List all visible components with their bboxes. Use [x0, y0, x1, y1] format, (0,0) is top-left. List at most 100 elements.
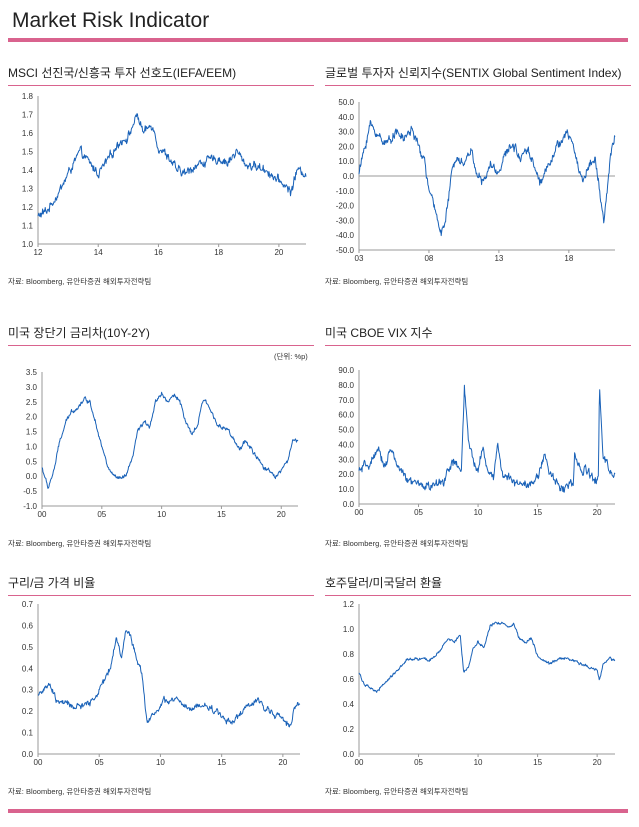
y-tick-label: 1.8 — [22, 92, 34, 101]
x-tick-label: 03 — [355, 254, 364, 263]
source-note: 자료: Bloomberg, 유안타증권 해외투자전략팀 — [8, 539, 152, 548]
x-tick-label: 15 — [217, 758, 226, 767]
y-tick-label: 10.0 — [338, 157, 354, 166]
line-chart: 0.7 0.6 0.5 0.4 0.3 0.2 0.1 0.000 05 10 15 20 — [22, 600, 301, 767]
chart-title: MSCI 선진국/신흥국 투자 선호도(IEFA/EEM) — [8, 66, 237, 80]
y-tick-label: 0.2 — [22, 707, 34, 716]
x-tick-label: 12 — [34, 248, 43, 257]
y-tick-label: 0.5 — [26, 457, 38, 466]
y-tick-label: 0.4 — [22, 664, 34, 673]
title-divider — [8, 38, 628, 42]
source-note: 자료: Bloomberg, 유안타증권 해외투자전략팀 — [325, 277, 469, 286]
y-tick-label: 0.8 — [343, 650, 355, 659]
x-tick-label: 05 — [414, 758, 423, 767]
chart-panel-sentix: 글로벌 투자자 신뢰지수(SENTIX Global Sentiment Ind… — [325, 64, 631, 294]
y-tick-label: 3.0 — [26, 383, 38, 392]
source-note: 자료: Bloomberg, 유안타증권 해외투자전략팀 — [325, 787, 469, 796]
footer-divider — [8, 809, 628, 813]
y-tick-label: 1.0 — [343, 625, 355, 634]
y-tick-label: 1.1 — [22, 222, 34, 231]
y-tick-label: 3.5 — [26, 368, 38, 377]
panel-divider — [8, 345, 314, 346]
x-tick-label: 20 — [278, 758, 287, 767]
y-tick-label: 1.0 — [26, 442, 38, 451]
line-chart: 3.5 3.0 2.5 2.0 1.5 1.0 0.5 0.0 -0.5 -1.000 05 10 15… — [23, 368, 299, 519]
chart-title: 호주달러/미국달러 환율 — [325, 576, 443, 590]
y-tick-label: 20.0 — [338, 470, 354, 479]
x-tick-label: 00 — [34, 758, 43, 767]
source-note: 자료: Bloomberg, 유안타증권 해외투자전략팀 — [8, 277, 152, 286]
chart-panel-coppergold: 구리/금 가격 비율 0.7 0.6 0.5 0.4 0.3 0.2 0.1 0.0 00 05 1… — [8, 574, 314, 804]
x-tick-label: 00 — [355, 758, 364, 767]
panel-divider — [8, 595, 314, 596]
y-tick-label: 0.7 — [22, 600, 34, 609]
x-tick-label: 20 — [593, 758, 602, 767]
y-tick-label: 0.0 — [343, 500, 355, 509]
x-tick-label: 20 — [277, 510, 286, 519]
series-line — [358, 120, 616, 237]
x-tick-label: 08 — [424, 254, 433, 263]
x-tick-label: 00 — [38, 510, 47, 519]
panel-divider — [325, 345, 631, 346]
y-tick-label: 1.4 — [22, 166, 34, 175]
y-tick-label: -10.0 — [336, 187, 355, 196]
y-tick-label: 1.0 — [22, 240, 34, 249]
y-tick-label: 1.3 — [22, 185, 34, 194]
chart-title: 미국 장단기 금리차(10Y-2Y) — [8, 326, 150, 340]
y-tick-label: 0.2 — [343, 725, 355, 734]
y-tick-label: 2.5 — [26, 398, 38, 407]
y-tick-label: 0.3 — [22, 686, 34, 695]
y-tick-label: 1.2 — [22, 203, 34, 212]
y-tick-label: -1.0 — [23, 502, 37, 511]
y-tick-label: 70.0 — [338, 396, 354, 405]
y-tick-label: 0.0 — [343, 750, 355, 759]
y-tick-label: 90.0 — [338, 366, 354, 375]
x-tick-label: 16 — [154, 248, 163, 257]
unit-label: (단위: %p) — [274, 352, 308, 361]
y-tick-label: 0.0 — [343, 172, 355, 181]
source-note: 자료: Bloomberg, 유안타증권 해외투자전략팀 — [8, 787, 152, 796]
x-tick-label: 05 — [97, 510, 106, 519]
y-tick-label: -40.0 — [336, 231, 355, 240]
x-tick-label: 10 — [474, 758, 483, 767]
panel-divider — [325, 595, 631, 596]
x-tick-label: 15 — [533, 758, 542, 767]
y-tick-label: 80.0 — [338, 381, 354, 390]
panel-divider — [325, 85, 631, 86]
x-tick-label: 10 — [156, 758, 165, 767]
chart-panel-yieldcurve: 미국 장단기 금리차(10Y-2Y) (단위: %p) 3.5 3.0 2.5 2.0… — [8, 324, 314, 554]
line-chart: 50.0 40.0 30.0 20.0 10.0 0.0 -10.0 -20.0 -30.0 -4… — [336, 98, 616, 263]
series-line — [37, 630, 301, 728]
y-tick-label: 1.5 — [26, 428, 38, 437]
x-tick-label: 00 — [355, 508, 364, 517]
y-tick-label: 0.0 — [22, 750, 34, 759]
y-tick-label: 30.0 — [338, 455, 354, 464]
series-line — [41, 391, 299, 489]
y-tick-label: 50.0 — [338, 98, 354, 107]
x-tick-label: 18 — [214, 248, 223, 257]
x-tick-label: 13 — [494, 254, 503, 263]
y-tick-label: 1.2 — [343, 600, 355, 609]
y-tick-label: 0.0 — [26, 472, 38, 481]
y-tick-label: 60.0 — [338, 411, 354, 420]
y-tick-label: 0.4 — [343, 700, 355, 709]
y-tick-label: 1.5 — [22, 148, 34, 157]
y-tick-label: 1.6 — [22, 129, 34, 138]
chart-title: 구리/금 가격 비율 — [8, 576, 96, 590]
line-chart: 1.8 1.7 1.6 1.5 1.4 1.3 1.2 1.1 1.012 14 16 18 20 — [22, 92, 307, 257]
chart-title: 글로벌 투자자 신뢰지수(SENTIX Global Sentiment Ind… — [325, 66, 622, 80]
series-line — [37, 113, 307, 218]
y-tick-label: -0.5 — [23, 487, 37, 496]
page-title: Market Risk Indicator — [12, 9, 210, 32]
x-tick-label: 10 — [474, 508, 483, 517]
x-tick-label: 10 — [157, 510, 166, 519]
y-tick-label: 10.0 — [338, 485, 354, 494]
line-chart: 90.080.070.060.050.040.030.020.010.00.00… — [338, 366, 616, 517]
series-line — [358, 384, 616, 493]
chart-panel-vix: 미국 CBOE VIX 지수 90.0 80.0 70.0 60.0 50.0 40.0 3… — [325, 324, 631, 554]
chart-panel-msci: MSCI 선진국/신흥국 투자 선호도(IEFA/EEM) 1.8 1.7 1.6 1… — [8, 64, 314, 294]
y-tick-label: 50.0 — [338, 426, 354, 435]
x-tick-label: 15 — [217, 510, 226, 519]
y-tick-label: 30.0 — [338, 128, 354, 137]
chart-panel-audusd: 호주달러/미국달러 환율 1.2 1.0 0.8 0.6 0.4 0.2 0.0 00 05 10… — [325, 574, 631, 804]
